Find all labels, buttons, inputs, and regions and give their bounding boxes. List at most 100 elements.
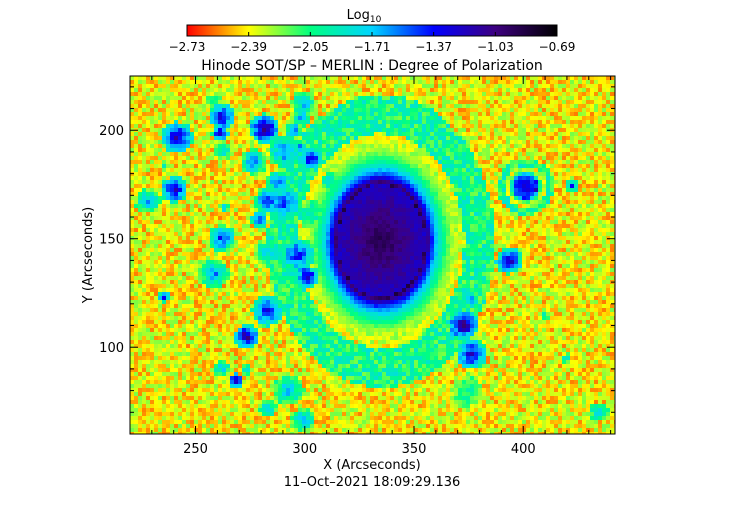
heatmap-cell: [178, 92, 182, 96]
heatmap-cell: [306, 172, 310, 176]
heatmap-cell: [274, 148, 278, 152]
heatmap-cell: [418, 172, 422, 176]
heatmap-cell: [154, 84, 158, 88]
heatmap-cell: [170, 128, 174, 132]
heatmap-cell: [478, 212, 482, 216]
heatmap-cell: [506, 236, 510, 240]
heatmap-cell: [274, 144, 278, 148]
heatmap-cell: [354, 160, 358, 164]
heatmap-cell: [294, 156, 298, 160]
heatmap-cell: [218, 92, 222, 96]
heatmap-cell: [286, 120, 290, 124]
heatmap-cell: [242, 144, 246, 148]
heatmap-cell: [510, 204, 514, 208]
heatmap-cell: [298, 132, 302, 136]
heatmap-cell: [586, 192, 590, 196]
heatmap-cell: [262, 100, 266, 104]
heatmap-cell: [278, 220, 282, 224]
heatmap-cell: [282, 144, 286, 148]
heatmap-cell: [442, 216, 446, 220]
heatmap-cell: [306, 84, 310, 88]
heatmap-cell: [430, 132, 434, 136]
heatmap-cell: [190, 180, 194, 184]
heatmap-cell: [594, 96, 598, 100]
heatmap-cell: [258, 216, 262, 220]
heatmap-cell: [486, 104, 490, 108]
heatmap-cell: [362, 108, 366, 112]
heatmap-cell: [262, 148, 266, 152]
heatmap-cell: [518, 236, 522, 240]
heatmap-cell: [134, 208, 138, 212]
heatmap-cell: [414, 92, 418, 96]
heatmap-cell: [430, 172, 434, 176]
heatmap-cell: [250, 160, 254, 164]
heatmap-cell: [234, 216, 238, 220]
heatmap-cell: [150, 144, 154, 148]
heatmap-cell: [498, 100, 502, 104]
heatmap-cell: [266, 176, 270, 180]
heatmap-cell: [206, 208, 210, 212]
heatmap-cell: [166, 140, 170, 144]
heatmap-cell: [210, 168, 214, 172]
heatmap-cell: [138, 176, 142, 180]
heatmap-cell: [182, 148, 186, 152]
heatmap-cell: [230, 132, 234, 136]
heatmap-cell: [322, 144, 326, 148]
heatmap-cell: [406, 144, 410, 148]
heatmap-cell: [466, 224, 470, 228]
heatmap-cell: [242, 152, 246, 156]
heatmap-cell: [530, 176, 534, 180]
heatmap-cell: [242, 184, 246, 188]
heatmap-cell: [338, 204, 342, 208]
heatmap-cell: [594, 212, 598, 216]
heatmap-cell: [194, 92, 198, 96]
heatmap-cell: [358, 204, 362, 208]
heatmap-cell: [478, 132, 482, 136]
heatmap-cell: [570, 156, 574, 160]
heatmap-cell: [558, 212, 562, 216]
heatmap-cell: [322, 152, 326, 156]
heatmap-cell: [282, 116, 286, 120]
heatmap-cell: [418, 188, 422, 192]
heatmap-cell: [398, 164, 402, 168]
heatmap-cell: [406, 84, 410, 88]
heatmap-cell: [438, 88, 442, 92]
heatmap-cell: [230, 216, 234, 220]
heatmap-cell: [458, 236, 462, 240]
heatmap-cell: [174, 196, 178, 200]
heatmap-cell: [406, 156, 410, 160]
heatmap-cell: [182, 184, 186, 188]
heatmap-cell: [554, 196, 558, 200]
heatmap-cell: [342, 156, 346, 160]
heatmap-cell: [346, 88, 350, 92]
heatmap-cell: [322, 88, 326, 92]
heatmap-cell: [610, 132, 614, 136]
heatmap-cell: [490, 168, 494, 172]
heatmap-cell: [574, 204, 578, 208]
heatmap-cell: [566, 224, 570, 228]
heatmap-cell: [582, 156, 586, 160]
heatmap-cell: [242, 208, 246, 212]
heatmap-cell: [426, 204, 430, 208]
heatmap-cell: [162, 76, 166, 80]
heatmap-cell: [322, 168, 326, 172]
heatmap-cell: [310, 124, 314, 128]
heatmap-cell: [142, 124, 146, 128]
heatmap-cell: [326, 84, 330, 88]
heatmap-cell: [534, 220, 538, 224]
heatmap-cell: [234, 172, 238, 176]
heatmap-cell: [154, 148, 158, 152]
heatmap-cell: [450, 80, 454, 84]
heatmap-cell: [530, 168, 534, 172]
chart-title: Hinode SOT/SP – MERLIN : Degree of Polar…: [201, 58, 543, 74]
heatmap-cell: [234, 224, 238, 228]
heatmap-cell: [558, 80, 562, 84]
heatmap-cell: [454, 128, 458, 132]
heatmap-cell: [342, 160, 346, 164]
heatmap-cell: [514, 184, 518, 188]
heatmap-cell: [390, 156, 394, 160]
heatmap-cell: [494, 216, 498, 220]
heatmap-cell: [610, 88, 614, 92]
heatmap-cell: [446, 100, 450, 104]
heatmap-cell: [390, 116, 394, 120]
